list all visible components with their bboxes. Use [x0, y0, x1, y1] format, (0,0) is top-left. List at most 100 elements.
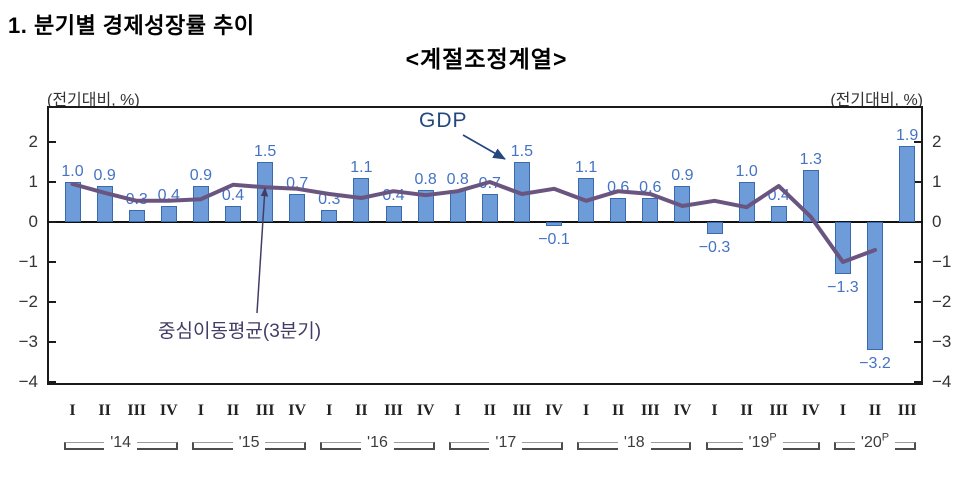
quarter-label: I: [326, 402, 333, 419]
year-bracket-left: [448, 442, 490, 450]
ma-annotation-label: 중심이동평균(3분기): [158, 321, 322, 342]
year-label: '19P: [748, 431, 777, 451]
bar-value-label: 0.4: [157, 187, 180, 204]
gdp-bar: [770, 206, 787, 222]
gdp-bar: [546, 222, 562, 226]
year-bracket-right: [782, 442, 820, 450]
year-bracket-right: [522, 442, 563, 450]
bar-value-label: −0.1: [538, 231, 570, 248]
y-tick-mark-right: [914, 181, 921, 183]
bar-value-label: 0.4: [767, 187, 790, 204]
gdp-bar: [385, 206, 402, 222]
y-tick-mark-left: [49, 381, 56, 383]
quarter-label: IV: [288, 402, 307, 419]
year-bracket-left: [833, 442, 855, 450]
gdp-bar: [64, 182, 81, 222]
quarter-label: III: [512, 402, 532, 419]
gdp-bar: [481, 194, 498, 222]
year-bracket-right: [137, 442, 178, 450]
quarter-label: IV: [545, 402, 563, 419]
year-bracket-right: [650, 442, 692, 450]
gdp-bar: [706, 222, 723, 234]
gdp-bar: [353, 178, 370, 222]
year-label: '14: [110, 434, 132, 451]
quarter-label: III: [384, 402, 403, 419]
y-tick-label-right: 0: [932, 212, 942, 231]
gdp-bar: [417, 190, 434, 222]
y-tick-label-left: −3: [18, 332, 38, 351]
quarter-label: I: [454, 402, 461, 419]
gdp-bar: [225, 206, 241, 222]
quarter-label: I: [582, 402, 590, 419]
gdp-bar: [128, 210, 145, 222]
y-tick-mark-right: [914, 301, 921, 303]
quarter-label: II: [98, 402, 111, 419]
quarter-label: II: [740, 402, 753, 419]
year-sup: P: [769, 431, 777, 444]
y-axis-unit-left: (전기대비, %): [47, 92, 140, 109]
y-tick-label-left: 2: [28, 132, 38, 151]
quarter-label: IV: [159, 402, 178, 419]
quarter-label: IV: [801, 402, 820, 419]
year-bracket-right: [265, 442, 307, 450]
quarter-label: I: [839, 402, 846, 419]
gdp-bar: [289, 194, 306, 222]
gdp-bar: [738, 182, 755, 222]
bar-value-label: −1.3: [827, 279, 859, 296]
gdp-bar: [96, 186, 113, 222]
y-tick-label-left: −4: [18, 372, 38, 391]
year-bracket-left: [191, 442, 233, 450]
bar-value-label: 0.4: [221, 187, 245, 204]
year-sup: P: [881, 431, 890, 444]
year-group: '19P: [705, 431, 820, 453]
quarter-label: II: [483, 402, 497, 419]
y-tick-mark-right: [914, 381, 921, 383]
y-tick-label-left: −1: [18, 252, 38, 271]
gdp-bar: [192, 186, 209, 222]
bar-value-label: 1.3: [799, 151, 822, 168]
y-tick-mark-right: [914, 141, 921, 143]
gdp-annotation-label: GDP: [419, 109, 468, 132]
gdp-bar: [642, 198, 659, 222]
year-group: '20P: [833, 431, 917, 453]
year-group: '18: [577, 433, 692, 453]
bar-value-label: 0.9: [189, 167, 213, 184]
y-tick-mark-left: [49, 301, 56, 303]
y-tick-mark-right: [914, 341, 921, 343]
y-tick-mark-left: [49, 221, 56, 223]
bar-value-label: 1.9: [895, 127, 919, 144]
bar-value-label: 0.3: [318, 191, 341, 208]
y-tick-label-right: 2: [932, 132, 942, 151]
y-tick-label-right: 1: [932, 172, 942, 191]
quarter-label: IV: [416, 402, 435, 419]
year-group: '16: [320, 433, 435, 453]
year-group: '17: [448, 433, 563, 453]
quarter-label: III: [769, 402, 789, 419]
quarter-label: I: [711, 402, 718, 419]
quarter-label: III: [640, 402, 660, 419]
gdp-bar: [513, 162, 530, 222]
quarter-label: II: [611, 402, 625, 419]
bar-value-label: 0.9: [93, 167, 116, 184]
y-axis-unit-right: (전기대비, %): [830, 92, 923, 109]
year-bracket-left: [63, 442, 105, 450]
bar-value-label: −3.2: [859, 355, 891, 372]
year-group: '14: [63, 433, 178, 453]
y-tick-label-right: −3: [932, 332, 952, 351]
gdp-bar: [610, 198, 627, 222]
y-tick-label-left: −2: [18, 292, 38, 311]
gdp-bar: [899, 146, 916, 222]
year-bracket-left: [577, 442, 618, 450]
gdp-bar: [867, 222, 883, 350]
quarter-label: III: [897, 402, 917, 419]
year-bracket-left: [705, 442, 743, 450]
year-label: '20P: [860, 431, 890, 451]
gdp-bar: [802, 170, 819, 222]
bar-value-label: 0.9: [671, 167, 694, 184]
quarter-label: II: [355, 402, 368, 419]
year-bracket-right: [895, 442, 917, 450]
y-tick-mark-left: [49, 341, 56, 343]
y-tick-mark-left: [49, 141, 56, 143]
bar-value-label: 0.7: [478, 175, 501, 192]
quarter-label: IV: [673, 402, 692, 419]
